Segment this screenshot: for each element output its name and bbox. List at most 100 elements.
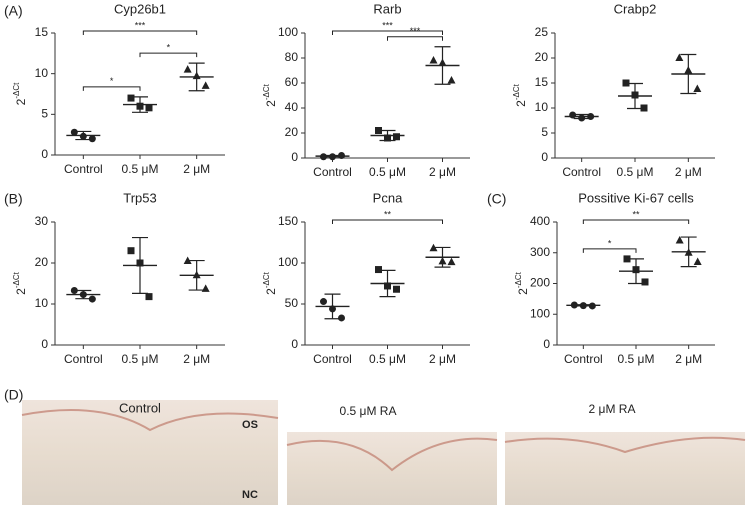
x-tick-label: 2 μM (429, 352, 456, 366)
y-tick-label: 30 (35, 214, 49, 228)
data-point (640, 104, 648, 112)
x-tick-label: 0.5 μM (617, 165, 654, 179)
data-point (145, 104, 153, 112)
micrograph (22, 400, 278, 505)
panel-label: (C) (487, 191, 506, 207)
y-tick-label: 50 (285, 296, 299, 310)
data-point (136, 102, 144, 110)
significance-bracket (82, 86, 141, 91)
data-point (79, 291, 87, 299)
y-tick-label: 10 (535, 100, 549, 114)
data-point (393, 285, 400, 293)
x-tick-label: 2 μM (675, 165, 702, 179)
chart-title: Cyp26b1 (114, 1, 166, 16)
x-tick-label: 0.5 μM (618, 352, 655, 366)
panel-label: (D) (4, 387, 23, 403)
data-point (578, 114, 586, 122)
y-tick-label: 10 (35, 296, 49, 310)
significance-bracket (387, 36, 443, 41)
y-tick-label: 100 (278, 25, 298, 39)
significance-bracket (582, 219, 690, 224)
significance-bracket (139, 52, 198, 58)
data-point (632, 266, 640, 274)
data-point (623, 255, 631, 263)
chart-title: Crabp2 (614, 1, 657, 16)
x-tick-label: 2 μM (183, 352, 210, 366)
y-tick-label: 20 (35, 255, 49, 269)
y-tick-label: 0 (541, 150, 548, 164)
significance-label: *** (135, 20, 146, 30)
data-point (88, 135, 96, 143)
y-label-exponent: -ΔCt (262, 271, 271, 288)
data-point (338, 314, 345, 322)
data-point (375, 266, 382, 274)
data-point (438, 256, 447, 265)
data-point (183, 256, 192, 264)
x-tick-label: 2 μM (183, 162, 210, 176)
x-tick-label: 0.5 μM (122, 352, 159, 366)
significance-bracket (332, 30, 443, 35)
y-label-base: 2 (14, 98, 28, 105)
x-tick-label: Control (313, 352, 352, 366)
y-tick-label: 40 (285, 100, 299, 114)
data-point (429, 56, 438, 64)
y-label-base: 2 (264, 100, 278, 107)
significance-label: ** (632, 209, 640, 219)
data-point (79, 132, 87, 140)
y-axis-label: 2-ΔCt (12, 271, 28, 294)
y-tick-label: 20 (285, 125, 299, 139)
data-point (136, 259, 144, 267)
y-tick-label: 25 (535, 25, 549, 39)
panel-label: (A) (4, 3, 23, 19)
data-point (622, 79, 630, 87)
data-point (320, 153, 327, 161)
significance-label: *** (382, 20, 393, 30)
y-label-exponent: -ΔCt (512, 83, 521, 100)
significance-bracket (582, 248, 637, 253)
y-tick-label: 0 (291, 150, 298, 164)
data-point (338, 152, 345, 159)
data-point (587, 113, 595, 120)
y-tick-label: 300 (530, 245, 550, 259)
panel-label: (B) (4, 191, 23, 207)
image-label: 0.5 μM RA (340, 404, 397, 418)
data-point (329, 153, 336, 161)
x-tick-label: Control (64, 162, 103, 176)
y-axis-label: 2-ΔCt (12, 82, 28, 105)
chart-title: Rarb (373, 1, 401, 16)
data-point (393, 133, 400, 141)
data-point (684, 66, 693, 74)
chart-title: Trp53 (123, 190, 156, 205)
chart-title: Pcna (373, 190, 403, 205)
significance-label: * (608, 238, 612, 248)
data-point (145, 293, 153, 301)
y-tick-label: 80 (285, 50, 299, 64)
y-axis-label: 2-ΔCt (262, 83, 278, 106)
y-tick-label: 200 (530, 276, 550, 290)
tissue-edge (21, 409, 279, 432)
y-tick-label: 0 (291, 337, 298, 351)
y-label-base: 2 (516, 288, 530, 295)
y-tick-label: 0 (41, 337, 48, 351)
data-point (70, 286, 78, 294)
y-tick-label: 5 (541, 125, 548, 139)
image-label: Control (119, 400, 161, 415)
tissue-edge (286, 437, 498, 472)
data-point (201, 81, 210, 89)
x-tick-label: Control (64, 352, 103, 366)
data-point (127, 94, 135, 102)
x-tick-label: 0.5 μM (369, 165, 406, 179)
y-label-base: 2 (14, 288, 28, 295)
data-point (579, 302, 587, 310)
x-tick-label: Control (562, 165, 601, 179)
data-point (429, 243, 438, 252)
data-point (329, 305, 336, 313)
y-tick-label: 0 (41, 147, 48, 161)
significance-bracket (332, 219, 443, 224)
y-tick-label: 400 (530, 214, 550, 228)
y-tick-label: 150 (278, 214, 298, 228)
data-point (192, 71, 201, 80)
data-point (569, 111, 577, 119)
image-annotation: NC (242, 489, 258, 501)
